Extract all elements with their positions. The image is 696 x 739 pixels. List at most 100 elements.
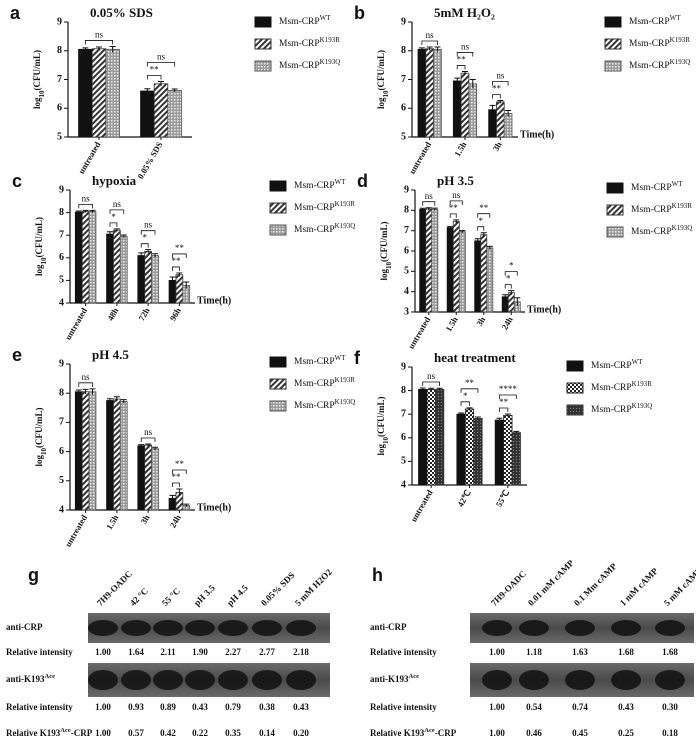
bar [74,211,83,304]
y-tick-label: 6 [57,103,62,114]
error-bar [513,430,520,434]
error-bar [158,81,164,87]
x-tick-label: 3h [138,513,151,526]
blot-band [611,620,641,636]
y-label-sub: 10 [40,447,48,455]
column-header: pH 3.5 [192,582,217,607]
x-tick-label: 48h [105,306,120,323]
error-bar [107,398,113,403]
legend-label: Msm-CRPK193R [279,36,340,50]
blot-band [218,670,248,690]
legend-swatch [269,224,287,236]
column-header: 0.05% SDS [259,570,297,608]
legend-swatch [254,16,272,28]
significance-label: * [142,233,147,243]
intensity-value: 1.00 [95,728,111,738]
significance-label: ns [461,42,470,52]
x-tick-label: untreated [407,140,433,176]
significance-bracket [460,388,479,393]
error-bar [75,210,82,214]
significance-bracket [492,81,509,86]
bar [511,432,521,486]
row-label: Relative intensity [6,702,73,712]
y-tick-label: 7 [59,229,64,240]
row-label-sup: Ace [45,673,56,680]
chart-title: 5mM H₂O₂ [434,5,495,20]
error-bar [508,290,515,295]
intensity-value: 1.68 [662,647,678,657]
error-bar [496,417,503,422]
significance-label: ns [425,191,434,201]
bar [153,83,169,138]
bar [151,255,159,304]
error-bar [152,446,158,451]
error-bar [183,281,190,289]
bar [452,221,460,313]
legend-swatch [606,226,624,238]
y-label-rest: (CFU/mL) [376,396,386,437]
x-tick-label: 0.05% SDS [135,140,164,181]
significance-label: * [478,216,483,226]
legend-swatch [254,60,272,72]
legend-name: Msm-CRP [629,61,670,71]
y-label-base: log [376,97,386,109]
significance-label: ns [144,220,153,230]
x-axis-label: Time(h) [197,295,231,306]
y-axis-label: log10(CFU/mL) [379,221,393,280]
bar [501,296,509,313]
significance-bracket [422,381,440,387]
panel-letter: e [12,345,22,365]
intensity-value: 1.90 [192,647,208,657]
panel-letter: f [354,348,361,368]
error-bar [453,219,460,224]
bar [167,90,182,138]
legend-sup: WT [670,14,682,22]
error-bar [431,207,438,211]
y-tick-label: 9 [59,358,64,369]
legend-sup: WT [335,354,347,362]
significance-label: ** [499,397,509,407]
legend-name: Msm-CRP [294,203,335,213]
y-tick-label: 5 [59,475,64,486]
significance-bracket [172,253,187,258]
y-tick-label: 7 [57,74,62,85]
x-tick-label: 3h [474,315,487,328]
legend-name: Msm-CRP [631,205,672,215]
error-bar [107,231,113,237]
intensity-value: 0.74 [572,702,588,712]
significance-label: ns [426,30,435,40]
bar [446,227,454,313]
y-label-base: log [34,455,44,467]
error-bar [459,230,466,233]
legend-label: Msm-CRPK193Q [591,402,652,416]
legend-swatch [604,38,622,50]
panel-letter: h [372,565,383,585]
panel-letter: c [12,171,22,191]
significance-label: * [509,261,514,271]
intensity-value: 0.42 [160,728,176,738]
row-label: Relative intensity [6,647,73,657]
legend-sup: K193R [632,380,653,388]
bar [496,101,505,138]
y-tick-label: 8 [59,207,64,218]
significance-bracket [456,52,474,57]
legend-label: Msm-CRPWT [294,178,346,192]
intensity-value: 0.38 [259,702,275,712]
significance-label: ns [157,52,166,62]
legend-swatch [604,60,622,72]
x-axis-label: Time(h) [197,502,231,513]
error-bar [82,388,89,395]
error-bar [419,387,426,391]
bar [452,80,462,138]
intensity-value: 0.43 [192,702,208,712]
intensity-value: 0.14 [259,728,275,738]
significance-label: * [111,212,116,222]
y-tick-label: 5 [59,275,64,286]
y-tick-label: 9 [59,184,64,195]
error-bar [138,444,145,447]
legend-label: Msm-CRPWT [591,358,643,372]
legend-sup: K193R [320,36,341,44]
blot-band [655,620,685,636]
row-label-sup: Ace [424,727,435,734]
blot-band [482,670,512,690]
